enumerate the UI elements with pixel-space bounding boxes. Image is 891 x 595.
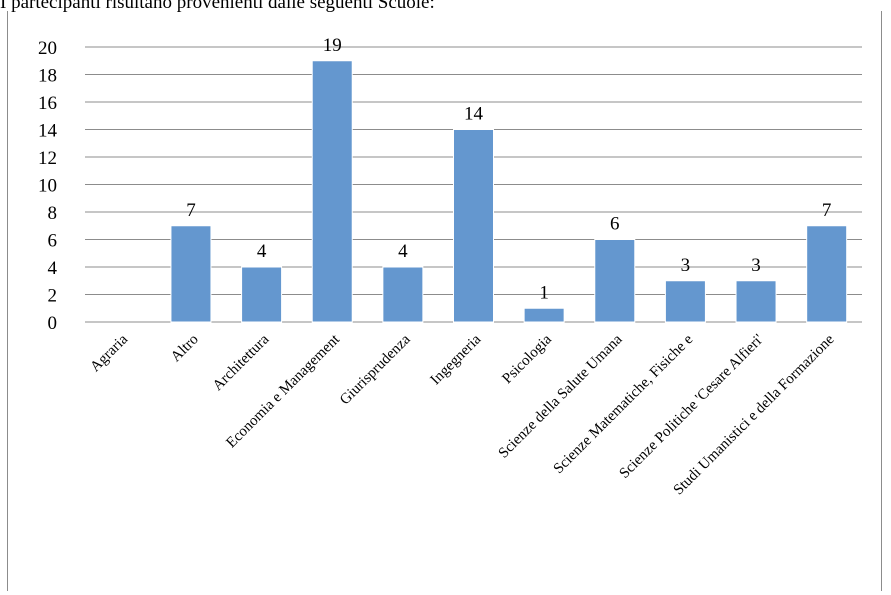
chart-caption: I partecipanti risultano provenienti dal… [0,0,435,13]
category-label: Psicologia [499,331,555,387]
category-label: Giurisprudenza [337,331,414,408]
bar [664,280,706,323]
category-label: Economia e Management [223,331,343,451]
y-tick-label: 2 [48,286,58,307]
bar [453,129,494,323]
y-tick-label: 14 [38,121,58,142]
category-label: Architettura [210,331,273,394]
y-tick-label: 16 [38,93,57,114]
data-label: 19 [323,35,342,56]
data-label: 14 [464,104,484,125]
category-label: Ingegneria [428,331,485,388]
data-label: 6 [610,214,620,235]
bar [735,280,777,323]
y-tick-label: 8 [48,203,58,224]
y-tick-label: 0 [48,313,58,334]
data-label: 1 [539,282,549,303]
data-label: 7 [822,200,832,221]
y-tick-label: 12 [38,148,57,169]
y-tick-label: 18 [38,66,57,87]
bar [311,60,353,323]
bar [523,307,565,323]
category-label: Scienze Matematiche, Fisiche e [551,331,697,477]
category-label: Altro [168,332,202,366]
data-label: 4 [257,241,267,262]
category-label: Scienze della Salute Umana [496,331,626,461]
y-tick-label: 20 [38,38,57,59]
bar [241,266,283,323]
y-tick-label: 10 [38,176,57,197]
bar [170,225,212,323]
chart-frame [7,11,882,591]
data-label: 3 [681,255,691,276]
category-label: Scienze Politiche 'Cesare Alfieri' [617,331,768,482]
bar [594,239,636,323]
category-label: Agraria [87,331,131,375]
bar [806,225,848,323]
y-tick-label: 4 [48,258,58,279]
bar [382,266,424,323]
y-tick-label: 6 [48,231,58,252]
data-label: 4 [398,241,408,262]
data-label: 3 [751,255,761,276]
data-label: 7 [186,200,196,221]
category-label: Studi Umanistici e della Formazione [671,331,838,498]
